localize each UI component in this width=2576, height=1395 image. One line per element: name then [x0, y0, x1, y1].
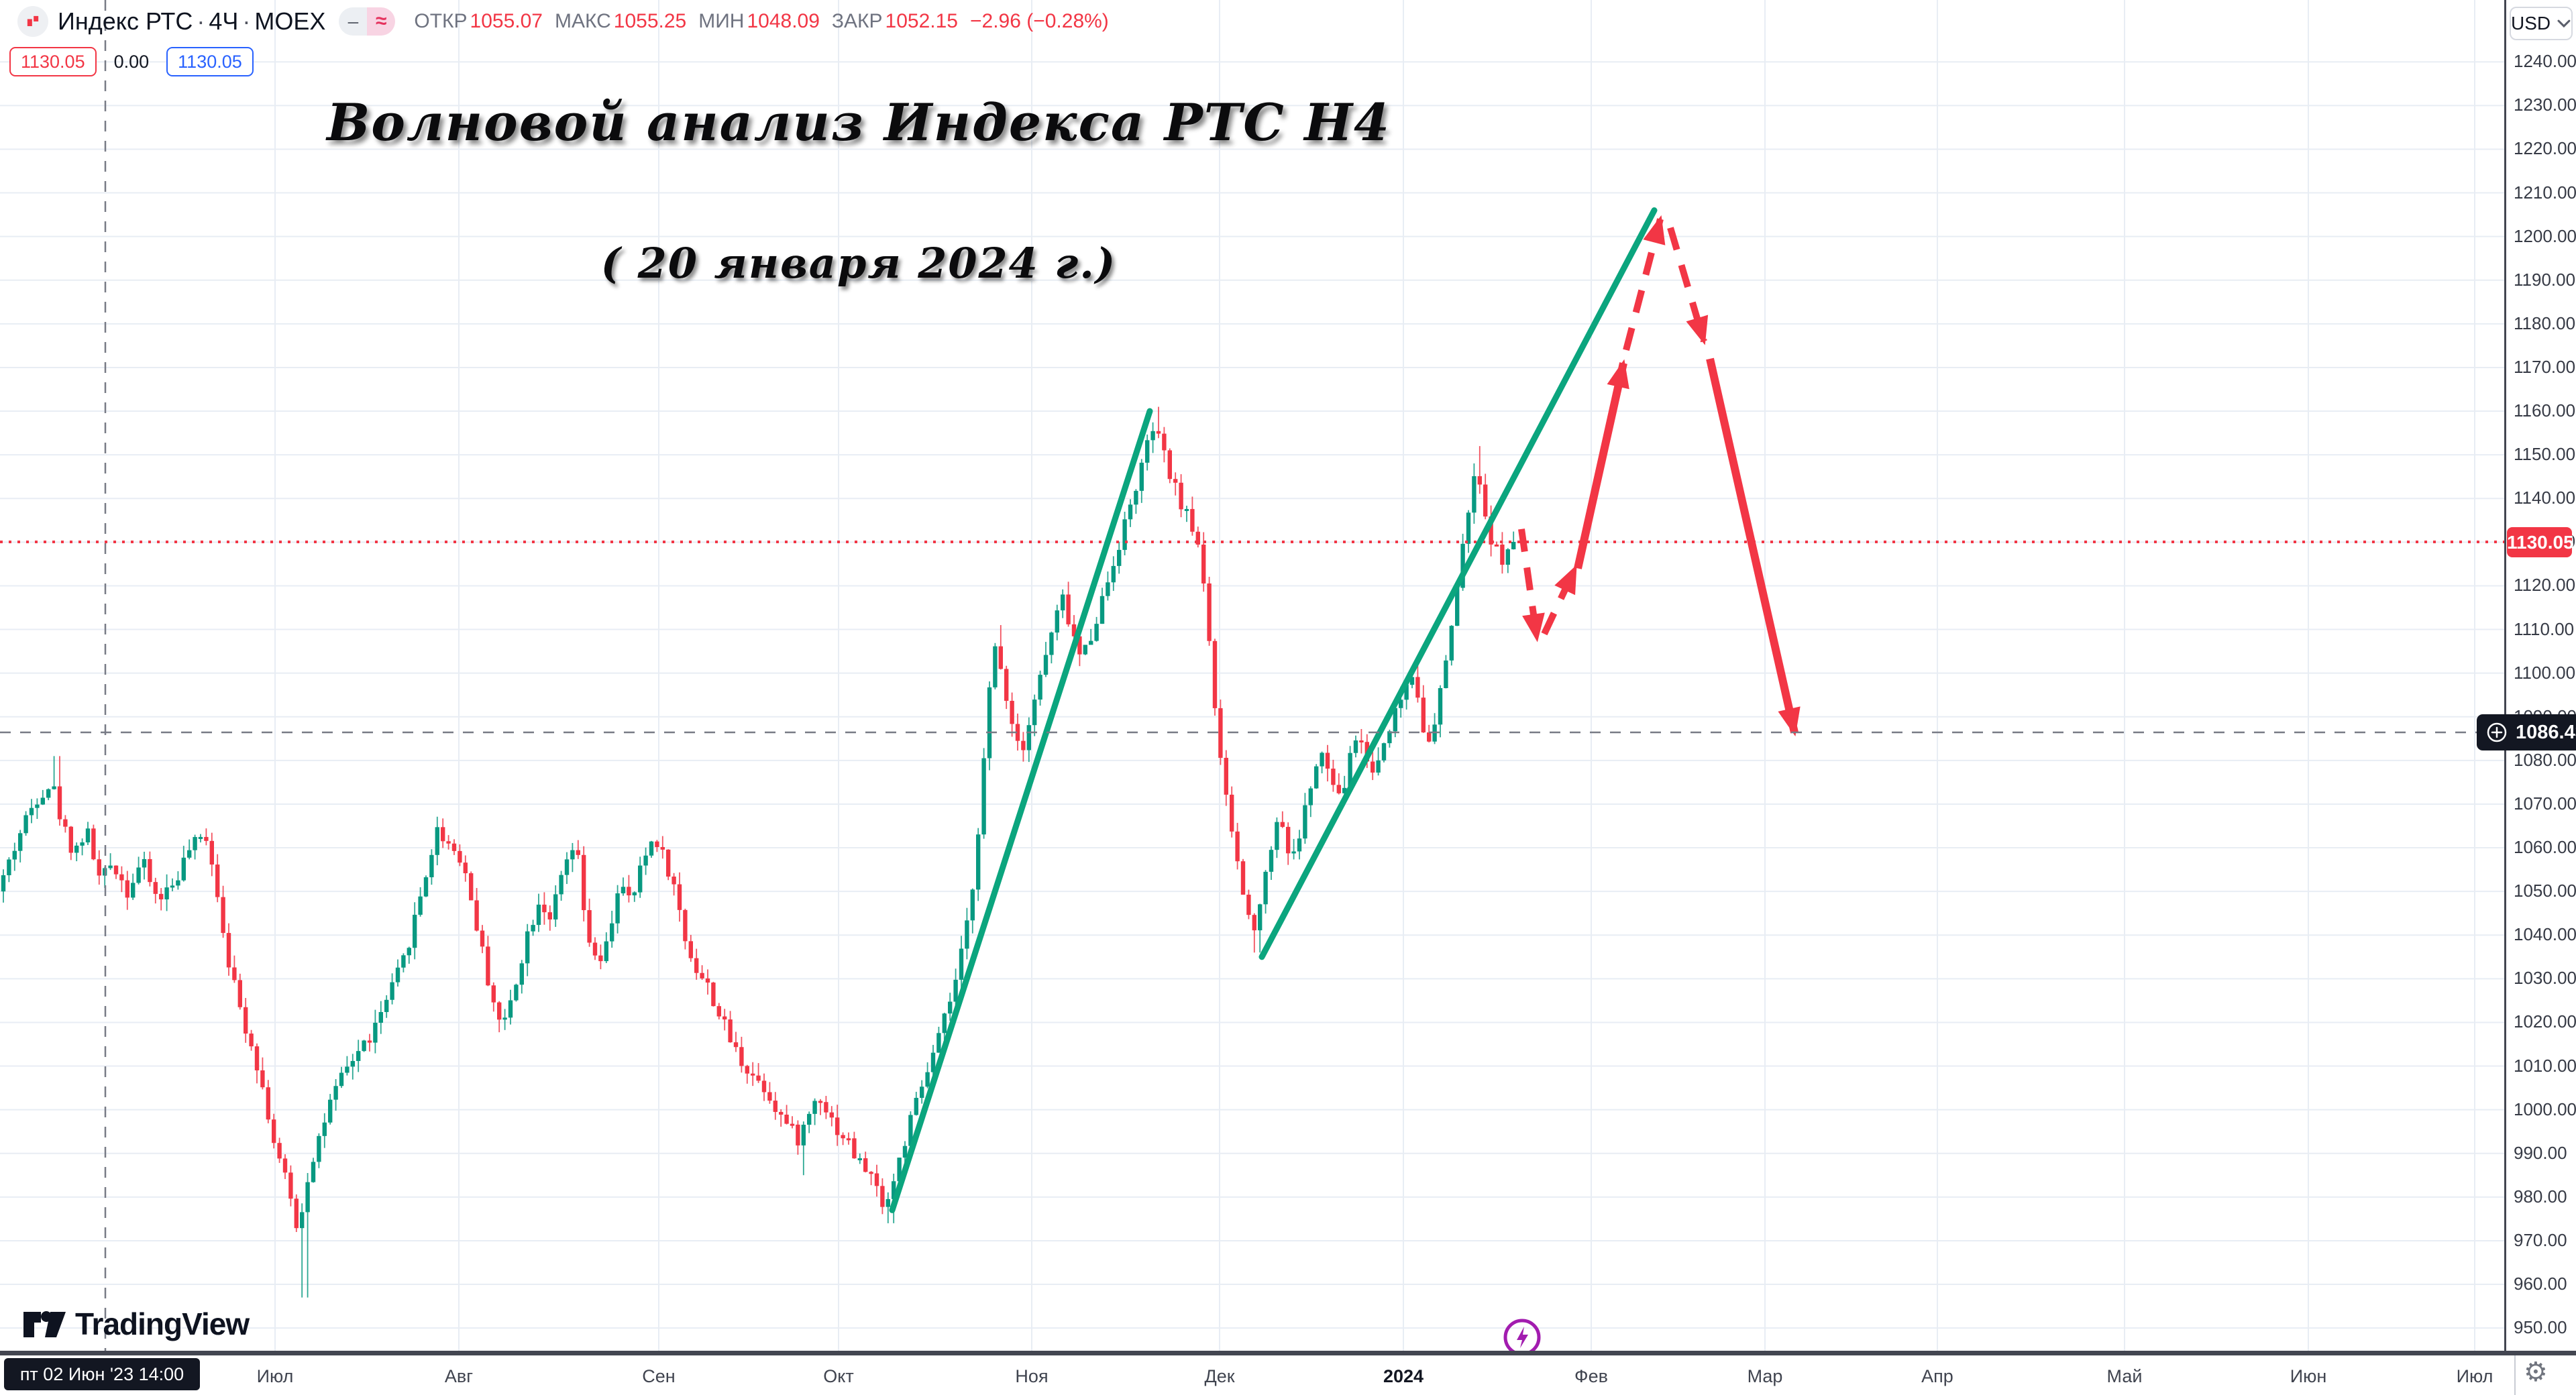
price-tick: 950.00: [2514, 1317, 2567, 1338]
time-tick: Июн: [2290, 1366, 2327, 1386]
open-label: ОТКР: [414, 10, 468, 32]
annotation-title: Волновой анализ Индекса РТС Н4: [327, 93, 1391, 152]
price-tick: 1040.00: [2514, 924, 2576, 945]
plus-circle-icon[interactable]: [2485, 721, 2508, 744]
crosshair-time-label: пт 02 Июн '23 14:00: [4, 1358, 200, 1390]
price-tick: 1150.00: [2514, 444, 2576, 465]
minus-icon[interactable]: –: [339, 7, 368, 36]
time-tick: Июл: [2456, 1366, 2493, 1386]
last-price-label: 1130.05: [2507, 527, 2574, 557]
price-tick: 1120.00: [2514, 575, 2576, 596]
tradingview-label: TradingView: [75, 1306, 250, 1341]
price-tick: 1240.00: [2514, 51, 2576, 72]
symbol-title[interactable]: Индекс РТС · 4Ч · MOEX: [58, 7, 326, 35]
price-tick: 1030.00: [2514, 968, 2576, 989]
price-tick: 1220.00: [2514, 138, 2576, 159]
trendline-1[interactable]: [889, 408, 1153, 1213]
projection-arrow-4[interactable]: [1623, 215, 1666, 351]
axis-divider: [2514, 1355, 2516, 1395]
grid-layer: [0, 0, 2504, 1351]
symbol-logo: [17, 6, 48, 37]
projection-arrow-2[interactable]: [1541, 564, 1578, 636]
ohlc-values: ОТКР 1055.07 МАКС 1055.25 МИН 1048.09 ЗАКР 1…: [414, 10, 1108, 33]
annotation-subtitle: ( 20 января 2024 г.): [600, 239, 1117, 288]
alert-price-blue[interactable]: 1130.05: [166, 47, 254, 76]
price-tick: 1190.00: [2514, 269, 2576, 290]
time-tick: Апр: [1921, 1366, 1953, 1386]
price-tick: 1050.00: [2514, 881, 2576, 901]
tradingview-mark-icon: [23, 1311, 66, 1337]
time-tick: Мар: [1747, 1366, 1783, 1386]
currency-label: USD: [2511, 13, 2551, 34]
close-label: ЗАКР: [831, 10, 883, 32]
trendline-2[interactable]: [1258, 207, 1658, 960]
price-tick: 1010.00: [2514, 1055, 2576, 1076]
projection-arrow-1[interactable]: [1518, 528, 1545, 643]
crosshair: [0, 0, 2478, 1351]
price-tick: 1110.00: [2514, 618, 2575, 639]
high-value: 1055.25: [613, 10, 687, 32]
time-tick: 2024: [1383, 1366, 1424, 1386]
approx-icon[interactable]: ≈: [367, 7, 396, 36]
currency-selector[interactable]: USD: [2510, 7, 2573, 40]
price-tick: 1200.00: [2514, 225, 2576, 246]
price-axis[interactable]: USD 1240.00 1230.00 1220.00 1210.00 1200.00 1…: [2504, 0, 2576, 1395]
price-tick: 1210.00: [2514, 182, 2576, 203]
open-value: 1055.07: [470, 10, 543, 32]
candles-icon: [27, 15, 39, 26]
time-tick: Июл: [256, 1366, 294, 1386]
symbol-name: Индекс РТС: [58, 7, 193, 35]
alert-price-red[interactable]: 1130.05: [9, 47, 97, 76]
projection-arrow-5[interactable]: [1667, 227, 1709, 345]
symbol-exchange: MOEX: [254, 7, 326, 35]
price-tick: 1060.00: [2514, 837, 2576, 858]
candles-layer: [1, 406, 1516, 1298]
time-tick: Ноя: [1015, 1366, 1049, 1386]
time-tick: Дек: [1204, 1366, 1235, 1386]
price-tick: 990.00: [2514, 1142, 2567, 1163]
time-axis[interactable]: Июл Авг Сен Окт Ноя Дек 2024 Фев Мар Апр Май Июн Июл…: [0, 1355, 2576, 1395]
price-tick: 1020.00: [2514, 1011, 2576, 1032]
price-tick: 1180.00: [2514, 313, 2576, 333]
alert-price-row: 1130.05 0.00 1130.05: [9, 47, 254, 76]
projection-arrow-6[interactable]: [1706, 357, 1801, 737]
market-status-toggle[interactable]: – ≈: [339, 7, 396, 36]
close-value: 1052.15: [885, 10, 958, 32]
high-label: МАКС: [554, 10, 611, 32]
price-tick: 1070.00: [2514, 793, 2576, 814]
crosshair-price-value: 1086.43: [2516, 721, 2576, 743]
price-tick: 970.00: [2514, 1229, 2567, 1250]
symbol-timeframe: 4Ч: [209, 7, 239, 35]
chart-axis-separator[interactable]: [0, 1351, 2576, 1355]
projection-arrow-3[interactable]: [1574, 359, 1629, 569]
price-tick: 1160.00: [2514, 400, 2576, 421]
low-value: 1048.09: [747, 10, 820, 32]
symbol-legend[interactable]: Индекс РТС · 4Ч · MOEX – ≈ ОТКР 1055.07 МАКС 1…: [17, 5, 1109, 38]
gear-icon[interactable]: ⚙: [2524, 1357, 2548, 1388]
tradingview-watermark[interactable]: TradingView: [23, 1305, 250, 1343]
crosshair-price-label: 1086.43: [2477, 714, 2576, 750]
chevron-down-icon: [2557, 19, 2571, 28]
spread-value: 0.00: [113, 51, 150, 72]
time-tick: Май: [2106, 1366, 2143, 1386]
price-tick: 1170.00: [2514, 356, 2576, 377]
price-tick: 980.00: [2514, 1186, 2567, 1207]
price-tick: 1230.00: [2514, 95, 2576, 115]
time-tick: Фев: [1574, 1366, 1608, 1386]
price-tick: 1000.00: [2514, 1099, 2576, 1119]
price-tick: 960.00: [2514, 1274, 2567, 1294]
price-tick: 1140.00: [2514, 488, 2576, 508]
change-value: −2.96 (−0.28%): [969, 10, 1109, 32]
price-tick: 1100.00: [2514, 662, 2576, 683]
time-tick: Сен: [642, 1366, 676, 1386]
low-label: МИН: [698, 10, 745, 32]
price-tick: 1080.00: [2514, 749, 2576, 770]
time-tick: Авг: [444, 1366, 474, 1386]
time-tick: Окт: [823, 1366, 854, 1386]
